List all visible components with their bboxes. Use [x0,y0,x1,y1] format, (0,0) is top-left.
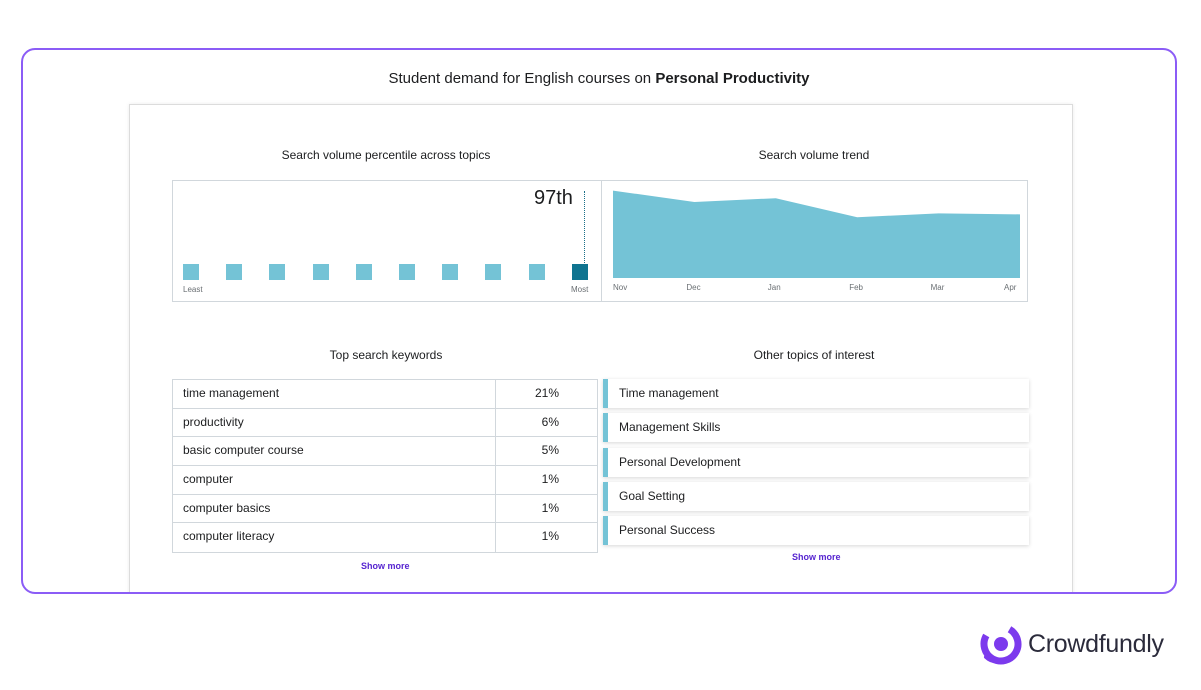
trend-tick-label: Mar [930,283,945,292]
percentile-bucket [442,264,459,280]
trend-area-series [613,190,1020,278]
percentile-bucket [226,264,243,280]
table-row: productivity 6% [173,408,597,438]
keyword-percent: 1% [541,529,559,544]
trend-area-chart [613,190,1020,278]
keywords-title: Top search keywords [329,348,443,362]
keywords-table: time management 21% productivity 6% basi… [172,379,598,554]
percentile-axis-min: Least [183,285,203,294]
keyword-name: time management [173,380,496,408]
table-row: computer basics 1% [173,494,597,524]
table-row: basic computer course 5% [173,437,597,467]
keyword-name: computer [173,466,496,494]
chart-divider [601,181,602,301]
keyword-name: computer literacy [173,523,496,553]
percentile-bucket [183,264,199,280]
keyword-percent: 5% [541,443,559,458]
trend-tick-label: Apr [1004,283,1017,292]
percentile-bucket [269,264,286,280]
keyword-name: computer basics [173,494,496,523]
topic-item-management-skills[interactable]: Management Skills [603,413,1029,443]
page-title-topic: Personal Productivity [655,70,810,87]
keywords-show-more-link[interactable]: Show more [361,561,410,571]
keyword-percent: 1% [541,472,559,487]
table-row: computer literacy 1% [173,523,597,553]
page-title: Student demand for English courses on Pe… [23,70,1175,87]
chart-panel: 97th Least Most Nov Dec Jan Feb Mar Apr [172,180,1028,302]
trend-title: Search volume trend [758,148,870,162]
trend-tick-label: Dec [686,283,701,292]
topic-item-time-management[interactable]: Time management [603,379,1029,408]
percentile-marker-line [584,191,585,265]
percentile-title: Search volume percentile across topics [281,148,491,162]
trend-tick-label: Feb [849,283,863,292]
table-row: computer 1% [173,466,597,495]
percentile-value: 97th [534,187,573,209]
percentile-bucket [571,264,588,280]
keyword-name: basic computer course [173,437,496,466]
topics-show-more-link[interactable]: Show more [792,552,841,562]
main-frame: Student demand for English courses on Pe… [21,48,1177,594]
keyword-percent: 6% [541,414,559,429]
table-row: time management 21% [173,380,597,409]
percentile-bucket [312,264,329,280]
percentile-bucket [355,264,372,280]
keyword-percent: 1% [541,500,559,515]
keyword-name: productivity [173,408,496,437]
trend-tick-label: Nov [613,283,628,292]
topics-list: Time management Management Skills Person… [603,379,1029,550]
topic-item-personal-success[interactable]: Personal Success [603,516,1029,546]
crowdfundly-logo-icon [980,623,1022,665]
topic-item-personal-development[interactable]: Personal Development [603,447,1029,477]
percentile-bucket [399,264,415,280]
demand-card: Search volume percentile across topics S… [129,104,1073,592]
page-title-prefix: Student demand for English courses on [388,70,652,87]
brand-logo: Crowdfundly [980,623,1164,665]
topics-title: Other topics of interest [753,348,875,362]
percentile-axis-max: Most [571,285,589,294]
percentile-bucket [485,264,502,280]
brand-name: Crowdfundly [1028,629,1164,658]
keyword-percent: 21% [534,386,559,400]
percentile-bucket [528,264,545,280]
topic-item-goal-setting[interactable]: Goal Setting [603,481,1029,511]
trend-tick-label: Jan [767,283,781,292]
